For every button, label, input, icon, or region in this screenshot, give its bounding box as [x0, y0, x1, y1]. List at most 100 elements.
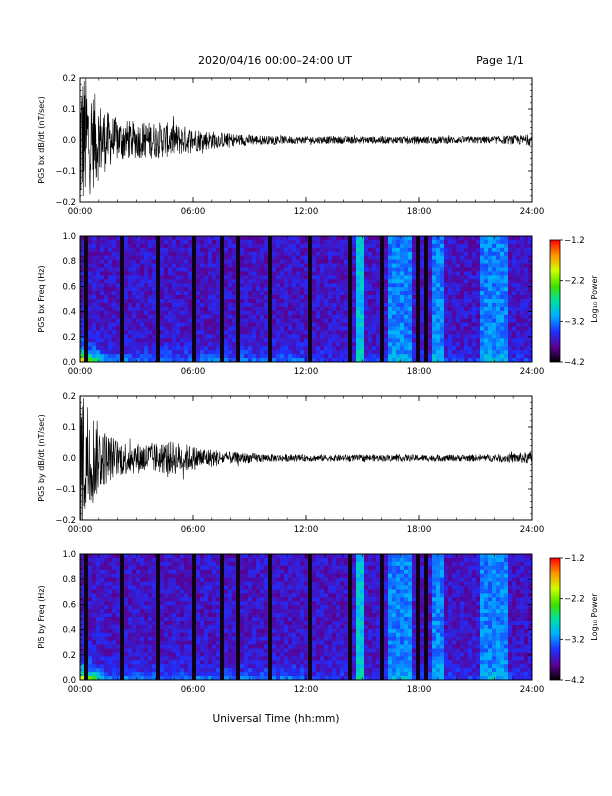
spectrogram-cell — [272, 334, 276, 338]
spectrogram-cell — [256, 338, 260, 342]
spectrogram-cell — [184, 593, 188, 597]
spectrogram-cell — [268, 295, 272, 299]
spectrogram-cell — [172, 248, 176, 252]
spectrogram-cell — [228, 291, 232, 295]
spectrogram-cell — [268, 334, 272, 338]
spectrogram-cell — [488, 244, 492, 248]
spectrogram-cell — [100, 613, 104, 617]
spectrogram-cell — [432, 268, 436, 272]
spectrogram-cell — [244, 244, 248, 248]
spectrogram-cell — [368, 299, 372, 303]
spectrogram-cell — [424, 295, 428, 299]
spectrogram-cell — [232, 319, 236, 323]
spectrogram-cell — [112, 295, 116, 299]
spectrogram-cell — [212, 331, 216, 335]
spectrogram-cell — [420, 354, 424, 358]
spectrogram-cell — [512, 334, 516, 338]
spectrogram-cell — [396, 252, 400, 256]
spectrogram-cell — [452, 338, 456, 342]
spectrogram-cell — [496, 244, 500, 248]
spectrogram-cell — [232, 291, 236, 295]
spectrogram-cell — [80, 554, 84, 558]
spectrogram-cell — [444, 334, 448, 338]
spectrogram-cell — [200, 589, 204, 593]
spectrogram-cell — [132, 275, 136, 279]
spectrogram-cell — [124, 307, 128, 311]
spectrogram-cell — [284, 256, 288, 260]
spectrogram-cell — [100, 578, 104, 582]
spectrogram-cell — [128, 625, 132, 629]
spectrogram-cell — [260, 248, 264, 252]
spectrogram-cell — [376, 307, 380, 311]
spectrogram-cell — [332, 350, 336, 354]
spectrogram-cell — [220, 264, 224, 268]
spectrogram-cell — [468, 311, 472, 315]
spectrogram-cell — [416, 295, 420, 299]
spectrogram-cell — [348, 264, 352, 268]
spectrogram-cell — [516, 279, 520, 283]
spectrogram-cell — [320, 323, 324, 327]
spectrogram-cell — [252, 275, 256, 279]
spectrogram-cell — [96, 271, 100, 275]
spectrogram-cell — [192, 605, 196, 609]
spectrogram-cell — [120, 664, 124, 668]
spectrogram-cell — [208, 291, 212, 295]
spectrogram-cell — [392, 291, 396, 295]
spectrogram-cell — [324, 323, 328, 327]
spectrogram-cell — [88, 629, 92, 633]
spectrogram-cell — [168, 268, 172, 272]
spectrogram-cell — [324, 319, 328, 323]
spectrogram-cell — [248, 260, 252, 264]
spectrogram-cell — [152, 291, 156, 295]
spectrogram-cell — [116, 315, 120, 319]
spectrogram-cell — [84, 597, 88, 601]
spectrogram-cell — [508, 338, 512, 342]
spectrogram-cell — [96, 570, 100, 574]
spectrogram-cell — [380, 323, 384, 327]
spectrogram-cell — [92, 597, 96, 601]
spectrogram-cell — [316, 303, 320, 307]
spectrogram-cell — [88, 346, 92, 350]
spectrogram-cell — [260, 240, 264, 244]
spectrogram-cell — [100, 664, 104, 668]
spectrogram-cell — [140, 558, 144, 562]
spectrogram-cell — [188, 656, 192, 660]
spectrogram-cell — [496, 291, 500, 295]
spectrogram-cell — [268, 342, 272, 346]
spectrogram-cell — [504, 311, 508, 315]
spectrogram-cell — [476, 252, 480, 256]
spectrogram-cell — [92, 291, 96, 295]
spectrogram-cell — [476, 299, 480, 303]
spectrogram-cell — [352, 346, 356, 350]
spectrogram-cell — [152, 570, 156, 574]
spectrogram-cell — [100, 554, 104, 558]
spectrogram-cell — [464, 283, 468, 287]
spectrogram-cell — [204, 287, 208, 291]
spectrogram-cell — [156, 268, 160, 272]
spectrogram-cell — [392, 346, 396, 350]
spectrogram-cell — [144, 605, 148, 609]
spectrogram-cell — [172, 256, 176, 260]
spectrogram-cell — [144, 586, 148, 590]
spectrogram-cell — [104, 311, 108, 315]
spectrogram-cell — [436, 307, 440, 311]
spectrogram-cell — [336, 299, 340, 303]
spectrogram-cell — [136, 578, 140, 582]
spectrogram-cell — [220, 307, 224, 311]
spectrogram-cell — [316, 248, 320, 252]
spectrogram-cell — [252, 248, 256, 252]
spectrogram-cell — [196, 342, 200, 346]
spectrogram-cell — [116, 295, 120, 299]
spectrogram-cell — [160, 248, 164, 252]
spectrogram-cell — [160, 268, 164, 272]
spectrogram-cell — [128, 574, 132, 578]
spectrogram-cell — [172, 664, 176, 668]
spectrogram-cell — [148, 609, 152, 613]
spectrogram-cell — [328, 291, 332, 295]
spectrogram-cell — [264, 268, 268, 272]
spectrogram-cell — [128, 570, 132, 574]
spectrogram-cell — [88, 319, 92, 323]
spectrogram-cell — [160, 609, 164, 613]
spectrogram-cell — [420, 279, 424, 283]
spectrogram-cell — [124, 605, 128, 609]
